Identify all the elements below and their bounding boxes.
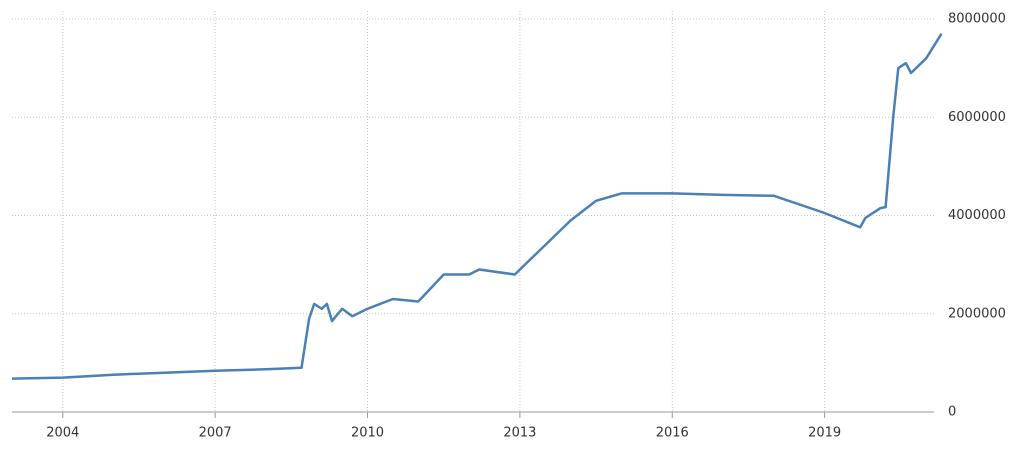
x-tick-label: 2007: [199, 426, 232, 441]
x-tick-label: 2004: [46, 426, 79, 441]
y-tick-label: 4000000: [948, 208, 1006, 223]
y-tick-label: 2000000: [948, 306, 1006, 321]
y-tick-label: 0: [948, 405, 956, 420]
y-tick-label: 6000000: [948, 110, 1006, 125]
x-tick-label: 2010: [351, 426, 384, 441]
x-tick-label: 2019: [808, 426, 841, 441]
data-line: [11, 33, 943, 380]
x-tick-label: 2016: [656, 426, 689, 441]
y-tick-label: 8000000: [948, 12, 1006, 27]
x-tick-label: 2013: [503, 426, 536, 441]
